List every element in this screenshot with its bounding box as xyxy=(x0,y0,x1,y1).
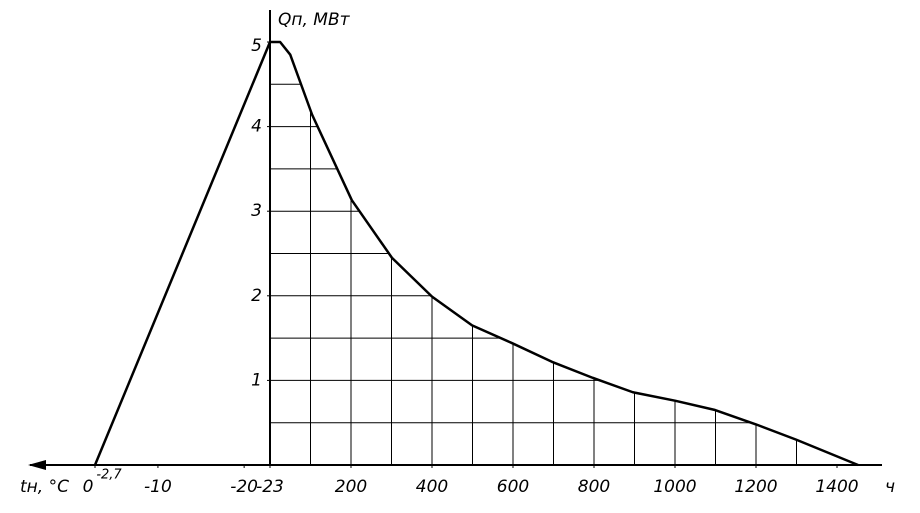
x-tick-label: 400 xyxy=(416,477,448,497)
x-tick-label: -10 xyxy=(144,477,172,497)
x-tick-label: 1200 xyxy=(734,477,777,497)
axis-arrow xyxy=(28,460,46,470)
y-tick-label: 5 xyxy=(251,36,262,56)
y-tick-label: 2 xyxy=(251,286,262,306)
data-line xyxy=(270,40,859,467)
x-tick-label: 1400 xyxy=(815,477,858,497)
data-line xyxy=(93,41,272,466)
x-tick-label: 200 xyxy=(335,477,367,497)
x-axis-label: ч xyxy=(885,477,895,497)
origin-label: 0 xyxy=(83,477,94,497)
x-tick-label: -23 xyxy=(256,477,284,497)
x-axis-label: tн, °C xyxy=(20,477,69,497)
y-axis-label: Qп, МВт xyxy=(278,10,351,30)
y-tick-label: 1 xyxy=(251,370,262,390)
y-tick-label: 3 xyxy=(251,201,262,221)
x-tick-label: -2,7 xyxy=(96,468,122,483)
y-tick-label: 4 xyxy=(251,117,262,137)
x-tick-label: -20 xyxy=(230,477,258,497)
x-tick-label: 800 xyxy=(578,477,610,497)
x-tick-label: 1000 xyxy=(653,477,696,497)
x-tick-label: 600 xyxy=(497,477,529,497)
